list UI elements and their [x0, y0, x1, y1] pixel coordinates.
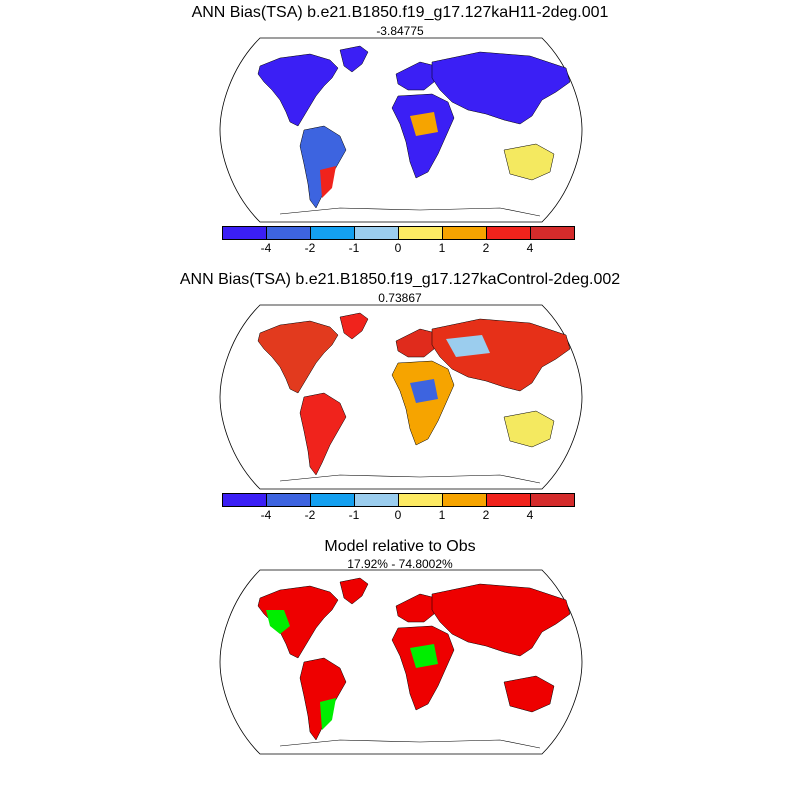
- colorbar-label: 2: [482, 241, 490, 255]
- region-greenland: [339, 577, 369, 605]
- patch-southamerica: [320, 166, 336, 198]
- colorbar-label: -2: [304, 241, 316, 255]
- world-map-3: [219, 569, 583, 755]
- colorbar-box: [310, 226, 355, 240]
- panel-title: ANN Bias(TSA) b.e21.B1850.f19_g17.127kaC…: [179, 271, 621, 288]
- colorbar-label: -4: [260, 508, 272, 522]
- colorbar-box: [266, 226, 311, 240]
- colorbar-box: [442, 226, 487, 240]
- region-greenland: [339, 45, 369, 73]
- colorbar-label: 4: [526, 508, 534, 522]
- colorbar-box: [310, 493, 355, 507]
- world-map-1: [219, 37, 583, 223]
- colorbar-box: [266, 493, 311, 507]
- antarctica-outline: [279, 739, 541, 749]
- colorbar-box: [222, 493, 267, 507]
- region-australia: [503, 675, 555, 713]
- region-australia: [503, 143, 555, 181]
- region-asia: [431, 583, 571, 657]
- colorbar-box: [222, 226, 267, 240]
- colorbar-label: 2: [482, 508, 490, 522]
- region-africa: [391, 93, 455, 179]
- colorbar-box: [398, 493, 443, 507]
- colorbar-box: [354, 493, 399, 507]
- panel-subtitle: 17.92% - 74.8002%: [347, 557, 453, 571]
- panel-subtitle: -3.84775: [376, 24, 424, 38]
- panel-subtitle: 0.73867: [378, 291, 422, 305]
- patch-southamerica: [320, 698, 336, 730]
- panel-title: ANN Bias(TSA) b.e21.B1850.f19_g17.127kaH…: [191, 4, 609, 21]
- region-europe: [395, 328, 437, 358]
- region-africa: [391, 625, 455, 711]
- colorbar-box: [486, 493, 531, 507]
- colorbar-label: 1: [438, 508, 446, 522]
- colorbar-box: [530, 493, 575, 507]
- colorbar-label: 0: [394, 508, 402, 522]
- colorbar-label: -4: [260, 241, 272, 255]
- colorbar-label: -1: [348, 508, 360, 522]
- colorbar-label: -1: [348, 241, 360, 255]
- region-africa: [391, 360, 455, 446]
- colorbar-box: [442, 493, 487, 507]
- region-southamerica: [299, 392, 347, 476]
- colorbar-box: [354, 226, 399, 240]
- colorbar-label: 1: [438, 241, 446, 255]
- region-asia: [431, 51, 571, 125]
- colorbar-box: [486, 226, 531, 240]
- region-australia: [503, 410, 555, 448]
- colorbar-label: -2: [304, 508, 316, 522]
- patch-africa: [410, 112, 438, 136]
- colorbar-box: [398, 226, 443, 240]
- antarctica-outline: [279, 207, 541, 217]
- patch-africa: [410, 379, 438, 403]
- region-northamerica: [257, 320, 339, 394]
- patch-northamerica: [266, 610, 290, 634]
- colorbar-label: 0: [394, 241, 402, 255]
- region-europe: [395, 61, 437, 91]
- world-map-2: [219, 304, 583, 490]
- patch-asia: [446, 335, 490, 357]
- region-northamerica: [257, 53, 339, 127]
- region-greenland: [339, 312, 369, 340]
- colorbar-box: [530, 226, 575, 240]
- panel-title: Model relative to Obs: [324, 538, 476, 555]
- patch-africa: [410, 644, 438, 668]
- colorbar-label: 4: [526, 241, 534, 255]
- antarctica-outline: [279, 474, 541, 484]
- region-europe: [395, 593, 437, 623]
